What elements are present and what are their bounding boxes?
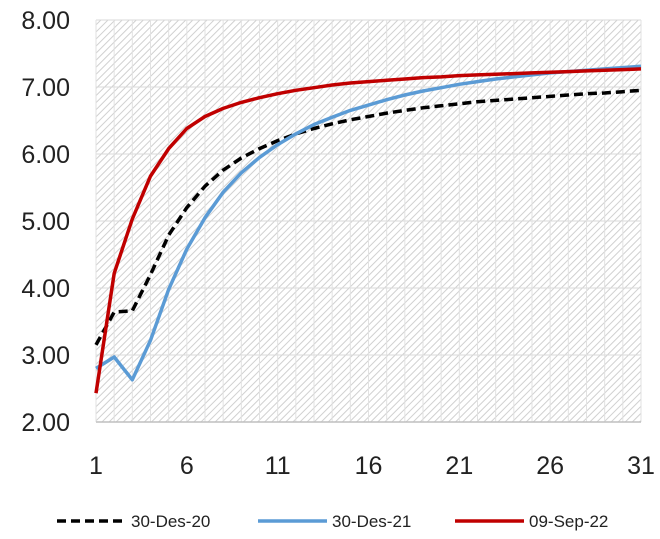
y-tick-label: 8.00 [21, 7, 70, 35]
x-tick-label: 26 [536, 452, 564, 480]
y-tick-label: 4.00 [21, 275, 70, 303]
x-tick-label: 31 [627, 452, 655, 480]
x-tick-label: 16 [355, 452, 383, 480]
series-line-2 [94, 67, 642, 394]
y-tick-label: 3.00 [21, 342, 70, 370]
legend-label: 30-Des-20 [131, 512, 210, 531]
y-tick-label: 2.00 [21, 409, 70, 437]
y-tick-label: 6.00 [21, 141, 70, 169]
legend-item: 30-Des-21 [258, 512, 411, 531]
x-tick-label: 1 [89, 452, 103, 480]
x-tick-label: 6 [180, 452, 194, 480]
y-tick-label: 7.00 [21, 74, 70, 102]
legend-label: 09-Sep-22 [529, 512, 608, 531]
legend-label: 30-Des-21 [332, 512, 411, 531]
x-tick-label: 21 [445, 452, 473, 480]
x-tick-label: 11 [265, 452, 291, 480]
legend-item: 09-Sep-22 [455, 512, 608, 531]
legend-item: 30-Des-20 [57, 512, 210, 531]
series-line-0 [94, 88, 642, 346]
series [94, 64, 642, 394]
legend: 30-Des-20 30-Des-21 09-Sep-22 [57, 512, 608, 531]
y-tick-label: 5.00 [21, 208, 70, 236]
axes: 2.003.004.005.006.007.008.001 6 11 16 21 26 31 [21, 7, 655, 480]
